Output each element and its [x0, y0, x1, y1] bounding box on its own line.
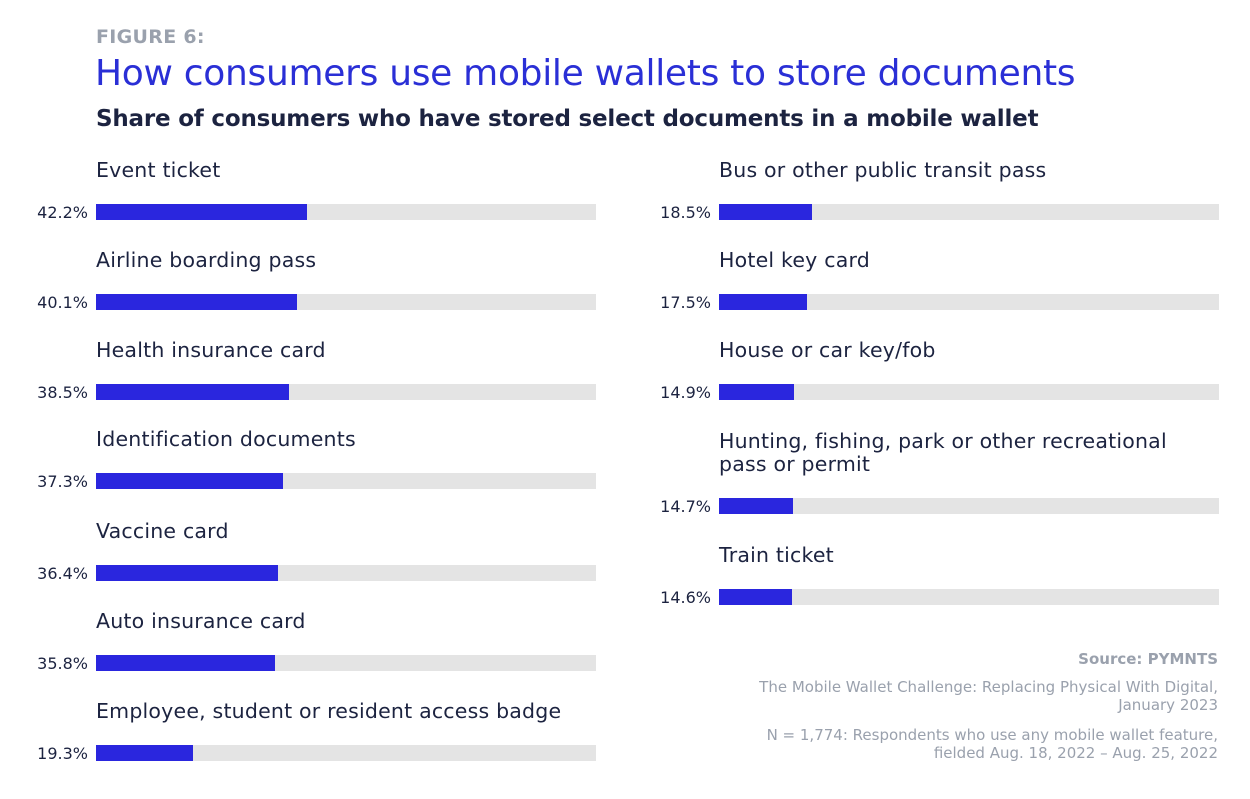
bar-track	[96, 565, 596, 581]
bar-track	[96, 204, 596, 220]
bar-category-label: Identification documents	[96, 427, 356, 451]
figure-label: FIGURE 6:	[96, 26, 205, 48]
bar-category-label: Health insurance card	[96, 338, 326, 362]
bar-track	[96, 473, 596, 489]
bar-value-label: 42.2%	[37, 203, 88, 222]
bar-category-label: Train ticket	[719, 543, 834, 567]
bar-track	[96, 745, 596, 761]
bar-track	[96, 384, 596, 400]
bar-value-label: 17.5%	[660, 293, 711, 312]
bar-fill	[719, 204, 812, 220]
bar-category-label: Auto insurance card	[96, 609, 306, 633]
bar-category-label: Hunting, fishing, park or other recreati…	[719, 429, 1167, 476]
bar-track	[719, 204, 1219, 220]
bar-value-label: 14.7%	[660, 497, 711, 516]
bar-value-label: 14.9%	[660, 383, 711, 402]
bar-track	[96, 655, 596, 671]
bar-fill	[96, 384, 289, 400]
bar-category-label: Bus or other public transit pass	[719, 158, 1047, 182]
bar-value-label: 37.3%	[37, 472, 88, 491]
chart-subtitle: Share of consumers who have stored selec…	[96, 106, 1039, 132]
bar-fill	[96, 294, 297, 310]
bar-track	[719, 384, 1219, 400]
bar-category-label: Airline boarding pass	[96, 248, 317, 272]
bar-category-label: Vaccine card	[96, 519, 229, 543]
bar-fill	[719, 589, 792, 605]
bar-value-label: 14.6%	[660, 588, 711, 607]
bar-value-label: 35.8%	[37, 654, 88, 673]
bar-fill	[96, 745, 193, 761]
bar-value-label: 18.5%	[660, 203, 711, 222]
bar-fill	[96, 204, 307, 220]
bar-fill	[719, 294, 807, 310]
report-note: The Mobile Wallet Challenge: Replacing P…	[759, 678, 1218, 714]
bar-category-label: House or car key/fob	[719, 338, 936, 362]
bar-value-label: 19.3%	[37, 744, 88, 763]
bar-fill	[719, 498, 793, 514]
bar-category-label: Employee, student or resident access bad…	[96, 699, 562, 723]
bar-fill	[719, 384, 794, 400]
sample-note: N = 1,774: Respondents who use any mobil…	[766, 726, 1218, 762]
source-label: Source: PYMNTS	[1078, 650, 1218, 668]
bar-track	[719, 498, 1219, 514]
bar-fill	[96, 473, 283, 489]
bar-value-label: 40.1%	[37, 293, 88, 312]
chart-title: How consumers use mobile wallets to stor…	[95, 53, 1076, 94]
bar-fill	[96, 565, 278, 581]
bar-track	[96, 294, 596, 310]
bar-category-label: Hotel key card	[719, 248, 870, 272]
bar-value-label: 36.4%	[37, 564, 88, 583]
bar-fill	[96, 655, 275, 671]
bar-category-label: Event ticket	[96, 158, 221, 182]
bar-value-label: 38.5%	[37, 383, 88, 402]
bar-track	[719, 589, 1219, 605]
bar-track	[719, 294, 1219, 310]
